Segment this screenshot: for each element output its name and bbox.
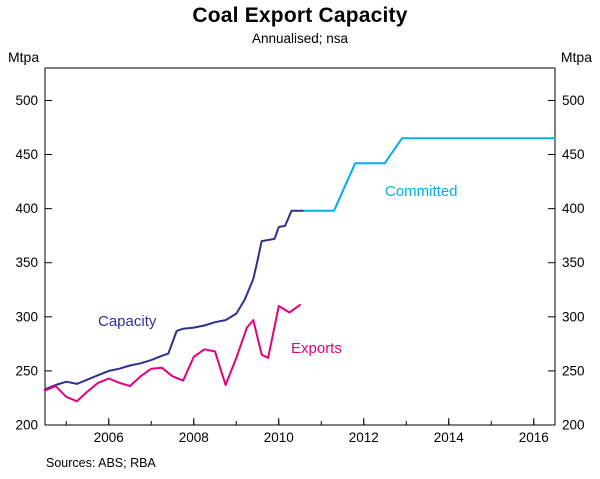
svg-text:500: 500 — [15, 93, 38, 108]
y-axis-unit-left: Mtpa — [8, 49, 40, 65]
svg-text:200: 200 — [562, 418, 585, 433]
svg-text:250: 250 — [562, 363, 585, 378]
svg-text:300: 300 — [562, 309, 585, 324]
svg-text:400: 400 — [15, 201, 38, 216]
y-axis-unit-right: Mtpa — [560, 49, 592, 65]
sources-note: Sources: ABS; RBA — [46, 456, 156, 470]
svg-text:2006: 2006 — [94, 430, 124, 445]
svg-text:2014: 2014 — [434, 430, 465, 445]
svg-text:2010: 2010 — [264, 430, 294, 445]
svg-text:2012: 2012 — [349, 430, 379, 445]
capacity-series-label: Capacity — [98, 313, 157, 330]
svg-text:250: 250 — [15, 363, 38, 378]
chart-title: Coal Export Capacity — [192, 4, 408, 27]
svg-text:400: 400 — [562, 201, 585, 216]
exports-series-label: Exports — [291, 340, 342, 357]
committed-series-label: Committed — [385, 183, 458, 200]
svg-text:350: 350 — [562, 255, 585, 270]
svg-text:200: 200 — [15, 418, 38, 433]
svg-text:300: 300 — [15, 309, 38, 324]
svg-text:2008: 2008 — [179, 430, 209, 445]
chart-subtitle: Annualised; nsa — [251, 31, 349, 46]
svg-text:500: 500 — [562, 93, 585, 108]
svg-text:450: 450 — [15, 147, 38, 162]
svg-text:2016: 2016 — [519, 430, 549, 445]
svg-text:450: 450 — [562, 147, 585, 162]
svg-text:350: 350 — [15, 255, 38, 270]
